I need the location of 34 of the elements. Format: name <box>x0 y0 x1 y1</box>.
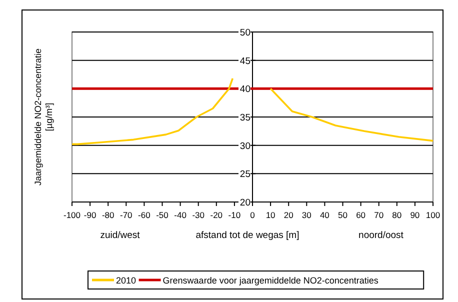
x-tick-label: 40 <box>320 210 330 220</box>
x-tick-label: 60 <box>356 210 366 220</box>
x-tick-label: -90 <box>84 210 96 220</box>
x-tick-label: -80 <box>102 210 115 220</box>
x-tick-label: -20 <box>210 210 223 220</box>
x-tick-label: 30 <box>302 210 312 220</box>
x-tick-label: 0 <box>250 210 256 220</box>
legend-label: 2010 <box>116 276 136 286</box>
y-tick-label: 45 <box>240 56 250 67</box>
x-tick-label: -10 <box>228 210 241 220</box>
text: zuid/west <box>100 230 140 241</box>
x-tick-label: -70 <box>120 210 133 220</box>
x-tick-label: 70 <box>374 210 384 220</box>
x-tick-label: 20 <box>284 210 294 220</box>
y-tick-label: 50 <box>240 28 250 38</box>
x-tick-label: -50 <box>156 210 169 220</box>
y-tick-label: 30 <box>240 140 250 152</box>
x-tick-label: -40 <box>174 210 187 220</box>
x-tick-label: 90 <box>410 210 420 220</box>
y-tick-label: 35 <box>240 112 250 124</box>
x-tick-label: -100 <box>63 210 81 220</box>
x-tick-label: -60 <box>138 210 151 220</box>
y-axis-title: Jaargemiddelde NO2-concentratie [µg/m³] <box>33 48 54 186</box>
y-tick-label: 40 <box>240 84 250 96</box>
x-tick-label: 50 <box>338 210 348 220</box>
text: noord/oost <box>358 230 404 241</box>
x-tick-label: -30 <box>192 210 205 220</box>
y-tick-label: 25 <box>240 169 250 180</box>
y-tick-label: 20 <box>240 198 250 208</box>
legend-label: Grenswaarde voor jaargemiddelde NO2-concentraties <box>162 276 379 286</box>
x-tick-label: 10 <box>266 210 276 220</box>
x-tick-label: 80 <box>392 210 402 220</box>
x-tick-label: 100 <box>426 210 440 220</box>
x-axis-title: afstand tot de wegas [m] <box>196 230 300 241</box>
